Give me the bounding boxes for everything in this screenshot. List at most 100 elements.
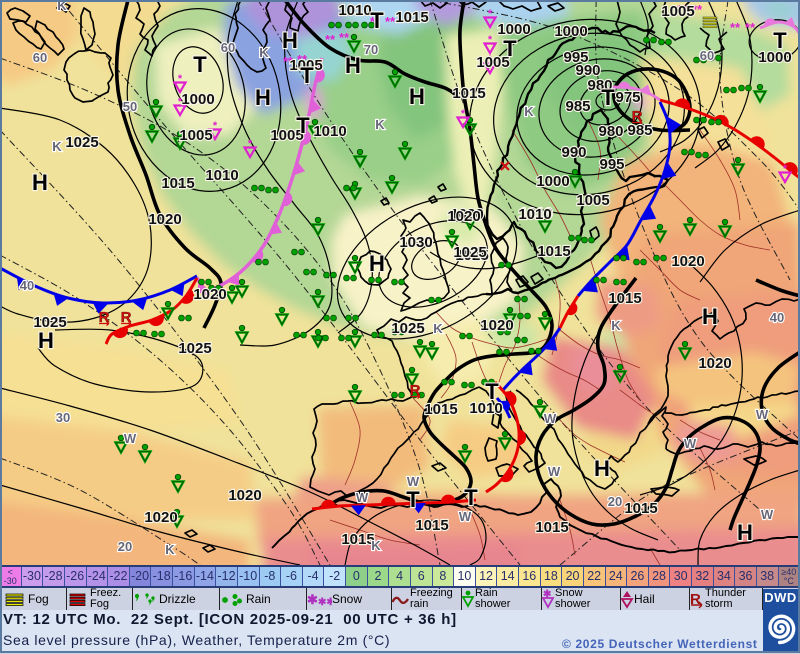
svg-text:50: 50	[123, 99, 137, 114]
svg-text:40: 40	[20, 278, 34, 293]
svg-text:K: K	[611, 318, 621, 333]
svg-text:**: **	[325, 32, 336, 47]
svg-text:1020: 1020	[480, 317, 513, 334]
svg-text:1000: 1000	[758, 49, 791, 66]
svg-text:H: H	[594, 456, 610, 481]
svg-text:W: W	[544, 411, 557, 426]
svg-text:1010: 1010	[313, 123, 346, 140]
svg-text:H: H	[38, 328, 54, 353]
svg-text:R: R	[690, 591, 701, 608]
svg-text:T: T	[485, 379, 499, 404]
svg-text:1015: 1015	[452, 85, 485, 102]
svg-text:1015: 1015	[415, 517, 448, 534]
svg-text:1000: 1000	[554, 23, 587, 40]
svg-text:1015: 1015	[608, 290, 641, 307]
svg-text:R: R	[121, 309, 132, 326]
svg-text:R: R	[632, 108, 643, 125]
svg-text:✱: ✱	[543, 589, 552, 600]
svg-text:W: W	[407, 474, 420, 489]
svg-text:60: 60	[33, 50, 47, 65]
svg-text:K: K	[165, 542, 175, 557]
svg-text:*: *	[488, 54, 493, 66]
svg-text:K: K	[375, 117, 385, 132]
svg-text:**: **	[677, 2, 688, 17]
svg-text:*: *	[248, 138, 253, 150]
svg-text:60: 60	[700, 48, 714, 63]
svg-text:990: 990	[575, 62, 600, 79]
svg-text:H: H	[32, 170, 48, 195]
svg-text:1015: 1015	[341, 531, 374, 548]
svg-text:1000: 1000	[181, 91, 214, 108]
svg-text:995: 995	[563, 49, 588, 66]
svg-text:K: K	[52, 139, 62, 154]
svg-text:1020: 1020	[148, 211, 181, 228]
svg-text:1025: 1025	[453, 244, 486, 261]
svg-text:K: K	[371, 538, 381, 553]
svg-text:*: *	[213, 120, 218, 132]
svg-text:1010: 1010	[518, 206, 551, 223]
svg-text:H: H	[282, 28, 298, 53]
svg-text:T: T	[193, 52, 207, 77]
svg-text:**: **	[692, 2, 703, 17]
svg-text:985: 985	[627, 122, 652, 139]
svg-text:1025: 1025	[391, 320, 424, 337]
svg-text:1020: 1020	[450, 206, 483, 223]
svg-text:H: H	[702, 304, 718, 329]
svg-text:T: T	[773, 28, 787, 53]
svg-text:980: 980	[598, 123, 623, 140]
svg-text:1000: 1000	[497, 21, 530, 38]
svg-text:980: 980	[587, 77, 612, 94]
svg-text:1030: 1030	[399, 234, 432, 251]
svg-text:1005: 1005	[179, 127, 212, 144]
svg-text:K: K	[259, 45, 269, 60]
svg-text:1005: 1005	[270, 127, 303, 144]
svg-text:1020: 1020	[193, 286, 226, 303]
svg-text:1015: 1015	[537, 243, 570, 260]
svg-text:✱✱: ✱✱	[318, 597, 332, 607]
svg-text:**: **	[370, 14, 381, 29]
svg-text:W: W	[548, 464, 561, 479]
svg-text:W: W	[756, 407, 769, 422]
svg-text:995: 995	[599, 156, 624, 173]
svg-text:T: T	[370, 8, 384, 33]
svg-text:✱: ✱	[307, 592, 318, 607]
svg-text:1010: 1010	[205, 167, 238, 184]
svg-text:1015: 1015	[395, 9, 428, 26]
svg-text:H: H	[255, 85, 271, 110]
svg-text:1000: 1000	[536, 173, 569, 190]
svg-text:H: H	[345, 53, 361, 78]
svg-text:30: 30	[56, 410, 70, 425]
svg-text:20: 20	[118, 539, 132, 554]
svg-text:*: *	[783, 163, 788, 175]
svg-text:1020: 1020	[447, 208, 480, 225]
svg-text:1010: 1010	[519, 205, 552, 222]
svg-text:T: T	[464, 485, 478, 510]
svg-text:975: 975	[615, 89, 640, 106]
svg-text:1025: 1025	[178, 340, 211, 357]
svg-text:1005: 1005	[661, 3, 694, 20]
svg-text:*: *	[488, 34, 493, 46]
svg-text:60: 60	[221, 40, 235, 55]
svg-text:985: 985	[565, 98, 590, 115]
svg-text:**: **	[745, 20, 756, 35]
svg-text:R: R	[410, 382, 421, 399]
svg-text:1010: 1010	[469, 400, 502, 417]
svg-text:T: T	[601, 85, 615, 110]
svg-text:*: *	[178, 73, 183, 85]
svg-text:1025: 1025	[33, 314, 66, 331]
svg-text:H: H	[409, 84, 425, 109]
svg-text:20: 20	[608, 494, 622, 509]
svg-text:K: K	[57, 0, 67, 13]
svg-text:*: *	[178, 96, 183, 108]
svg-text:T: T	[503, 36, 517, 61]
svg-text:W: W	[459, 509, 472, 524]
svg-text:1025: 1025	[65, 134, 98, 151]
svg-text:**: **	[339, 30, 350, 45]
svg-text:W: W	[356, 490, 369, 505]
svg-text:W: W	[684, 436, 697, 451]
svg-text:1020: 1020	[698, 355, 731, 372]
svg-text:*: *	[461, 108, 466, 120]
svg-text:**: **	[283, 54, 294, 69]
svg-text:1020: 1020	[228, 487, 261, 504]
svg-text:1015: 1015	[424, 401, 457, 418]
